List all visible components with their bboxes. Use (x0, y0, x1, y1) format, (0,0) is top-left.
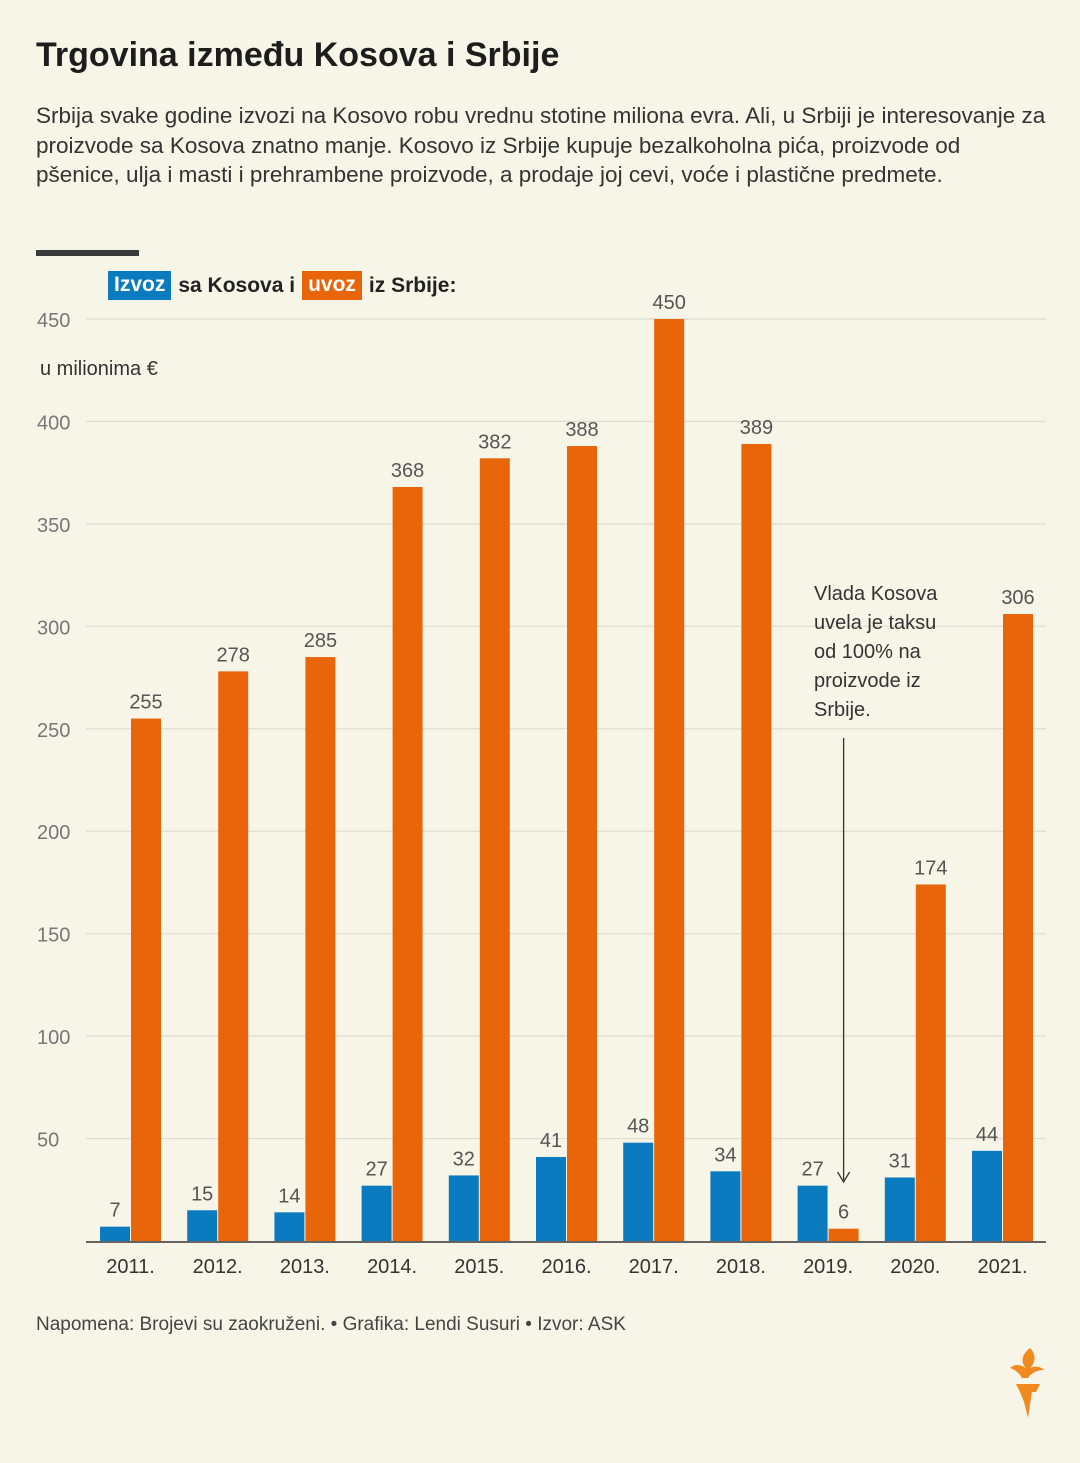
bar-uvoz (479, 458, 510, 1241)
chart-subtitle: Srbija svake godine izvozi na Kosovo rob… (36, 103, 1046, 187)
x-tick-label: 2019. (803, 1256, 853, 1278)
data-label-uvoz: 368 (391, 460, 424, 482)
x-tick-label: 2015. (454, 1256, 504, 1278)
bar-uvoz (131, 718, 161, 1241)
annotation-text: proizvode iz (814, 670, 921, 692)
x-tick-label: 2016. (541, 1256, 591, 1278)
bar-izvoz (710, 1171, 741, 1241)
bar-uvoz (305, 657, 336, 1241)
bar-chart: 50 100 150 200 250 300 350 400 450 7 255 2011. 15 278… (37, 292, 1046, 1278)
annotation-arrowhead (837, 1171, 851, 1184)
data-label-izvoz: 32 (453, 1148, 475, 1170)
bar-uvoz (392, 487, 423, 1241)
bar-uvoz (218, 671, 249, 1241)
x-tick-label: 2011. (106, 1256, 155, 1278)
y-tick-label: 50 (37, 1130, 59, 1152)
data-label-uvoz: 450 (653, 292, 686, 314)
bar-izvoz (536, 1156, 566, 1241)
data-label-izvoz: 27 (801, 1159, 823, 1181)
annotation-text: od 100% na (814, 641, 922, 663)
y-tick-label: 200 (37, 822, 70, 844)
data-label-uvoz: 388 (565, 419, 598, 441)
data-label-uvoz: 306 (1001, 587, 1034, 609)
bar-uvoz (1003, 614, 1033, 1241)
x-tick-label: 2014. (367, 1256, 417, 1278)
data-label-uvoz: 255 (129, 692, 162, 714)
data-label-uvoz: 389 (740, 417, 773, 439)
bar-izvoz (884, 1177, 915, 1241)
annotation-text: Vlada Kosova (814, 583, 938, 605)
bar-izvoz (448, 1175, 479, 1241)
bar-izvoz (100, 1226, 130, 1241)
bar-izvoz (972, 1150, 1002, 1241)
y-tick-label: 100 (37, 1027, 70, 1049)
data-label-uvoz: 382 (478, 431, 511, 453)
data-label-izvoz: 31 (889, 1150, 911, 1172)
unit-label: u milionima € (40, 358, 158, 380)
divider (36, 250, 139, 256)
x-tick-label: 2020. (890, 1256, 940, 1278)
footnote: Napomena: Brojevi su zaokruženi. • Grafi… (36, 1314, 626, 1335)
y-tick-label: 350 (37, 515, 70, 537)
bar-izvoz (361, 1185, 392, 1241)
data-label-izvoz: 48 (627, 1116, 649, 1138)
bar-izvoz (623, 1142, 654, 1241)
chart-title: Trgovina između Kosova i Srbije (36, 36, 560, 74)
legend-text-2: iz Srbije: (368, 273, 457, 297)
x-tick-label: 2012. (193, 1256, 243, 1278)
bar-uvoz (915, 884, 946, 1241)
bar-izvoz (274, 1212, 305, 1241)
data-label-izvoz: 34 (714, 1144, 736, 1166)
legend: Izvoz sa Kosova i uvoz iz Srbije: (108, 271, 463, 300)
data-label-uvoz: 278 (217, 644, 250, 666)
x-tick-label: 2018. (716, 1256, 766, 1278)
y-tick-label: 250 (37, 720, 70, 742)
data-label-izvoz: 7 (109, 1200, 120, 1222)
x-tick-label: 2017. (629, 1256, 679, 1278)
legend-uvoz-chip: uvoz (302, 271, 362, 300)
x-tick-label: 2021. (977, 1256, 1027, 1278)
annotation-text: Srbije. (814, 699, 871, 721)
data-label-izvoz: 27 (365, 1159, 387, 1181)
y-tick-label: 300 (37, 617, 70, 639)
data-label-izvoz: 44 (976, 1124, 998, 1146)
data-label-izvoz: 14 (278, 1185, 300, 1207)
data-label-uvoz: 174 (914, 857, 947, 879)
annotation-text: uvela je taksu (814, 612, 936, 634)
y-tick-label: 450 (37, 310, 70, 332)
data-label-uvoz: 6 (838, 1202, 849, 1224)
bar-uvoz (654, 319, 685, 1241)
legend-izvoz-chip: Izvoz (108, 271, 172, 300)
bar-uvoz (741, 443, 772, 1242)
bar-izvoz (797, 1185, 828, 1241)
torch-icon (1010, 1348, 1044, 1418)
x-tick-label: 2013. (280, 1256, 330, 1278)
bar-uvoz (828, 1228, 859, 1241)
data-label-izvoz: 41 (540, 1130, 562, 1152)
y-tick-label: 400 (37, 412, 70, 434)
y-tick-label: 150 (37, 925, 70, 947)
data-label-izvoz: 15 (191, 1183, 213, 1205)
data-label-uvoz: 285 (304, 630, 337, 652)
bar-uvoz (567, 446, 597, 1241)
bar-izvoz (187, 1210, 218, 1241)
legend-text-1: sa Kosova i (178, 273, 296, 297)
